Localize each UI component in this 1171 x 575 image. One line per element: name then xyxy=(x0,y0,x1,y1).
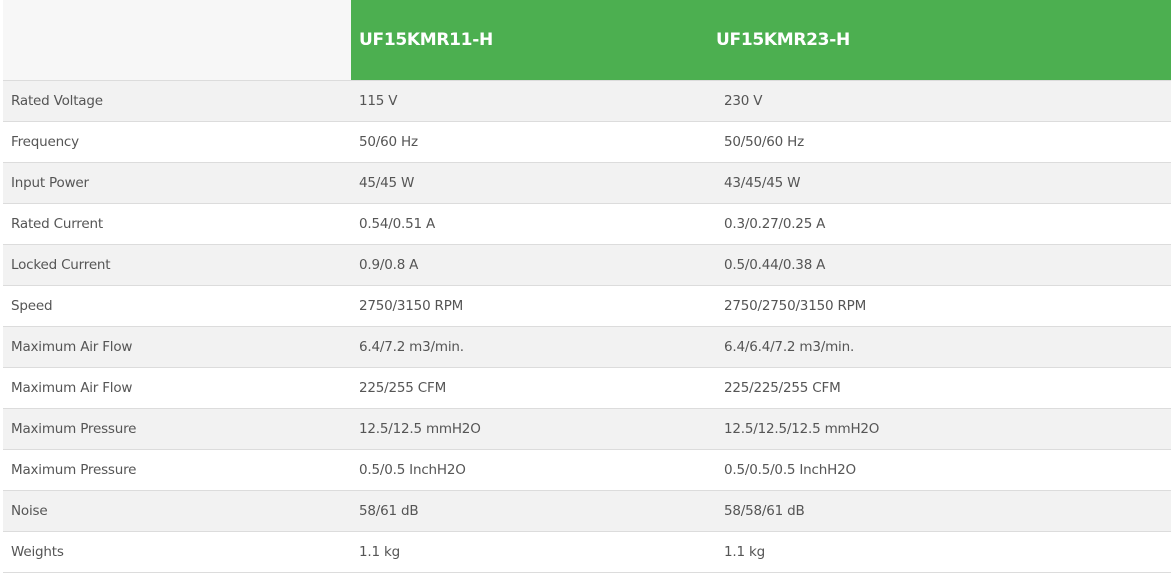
value-model-2: 0.5/0.5/0.5 InchH2O xyxy=(724,462,856,478)
value-model-2: 0.5/0.44/0.38 A xyxy=(724,257,826,273)
value-model-2: 12.5/12.5/12.5 mmH2O xyxy=(724,421,880,437)
value-model-1: 0.5/0.5 InchH2O xyxy=(359,462,466,478)
row-label: Noise xyxy=(11,503,48,519)
row-label: Maximum Pressure xyxy=(11,462,137,478)
row-label: Rated Current xyxy=(11,216,103,232)
value-model-2: 50/50/60 Hz xyxy=(724,134,804,150)
value-model-1: 45/45 W xyxy=(359,175,415,191)
value-model-2: 1.1 kg xyxy=(724,544,765,560)
model-header-1: UF15KMR11-H xyxy=(359,30,493,50)
table-row: Frequency 50/60 Hz 50/50/60 Hz xyxy=(3,122,1171,163)
table-row: Maximum Air Flow 6.4/7.2 m3/min. 6.4/6.4/7… xyxy=(3,327,1171,368)
value-model-1: 6.4/7.2 m3/min. xyxy=(359,339,464,355)
table-row: Speed 2750/3150 RPM 2750/2750/3150 RPM xyxy=(3,286,1171,327)
value-model-2: 225/225/255 CFM xyxy=(724,380,841,396)
row-label: Maximum Air Flow xyxy=(11,339,133,355)
model-header-2: UF15KMR23-H xyxy=(716,30,850,50)
table-row: Noise 58/61 dB 58/58/61 dB xyxy=(3,491,1171,532)
table-row: Maximum Air Flow 225/255 CFM 225/225/255 C… xyxy=(3,368,1171,409)
table-row: Weights 1.1 kg 1.1 kg xyxy=(3,532,1171,573)
value-model-2: 2750/2750/3150 RPM xyxy=(724,298,867,314)
table-row: Rated Current 0.54/0.51 A 0.3/0.27/0.25 A xyxy=(3,204,1171,245)
row-label: Maximum Pressure xyxy=(11,421,137,437)
row-label: Frequency xyxy=(11,134,79,150)
value-model-1: 1.1 kg xyxy=(359,544,400,560)
row-label: Maximum Air Flow xyxy=(11,380,133,396)
value-model-2: 0.3/0.27/0.25 A xyxy=(724,216,826,232)
value-model-1: 0.9/0.8 A xyxy=(359,257,419,273)
table-row: Maximum Pressure 12.5/12.5 mmH2O 12.5/12.5… xyxy=(3,409,1171,450)
table-row: Input Power 45/45 W 43/45/45 W xyxy=(3,163,1171,204)
value-model-1: 115 V xyxy=(359,93,398,109)
value-model-1: 0.54/0.51 A xyxy=(359,216,435,232)
table-row: Rated Voltage 115 V 230 V xyxy=(3,81,1171,122)
value-model-1: 2750/3150 RPM xyxy=(359,298,464,314)
value-model-2: 6.4/6.4/7.2 m3/min. xyxy=(724,339,855,355)
table-header: UF15KMR11-H UF15KMR23-H xyxy=(3,0,1171,81)
row-label: Rated Voltage xyxy=(11,93,103,109)
row-label: Locked Current xyxy=(11,257,111,273)
value-model-2: 230 V xyxy=(724,93,763,109)
value-model-1: 50/60 Hz xyxy=(359,134,418,150)
value-model-2: 43/45/45 W xyxy=(724,175,801,191)
value-model-1: 58/61 dB xyxy=(359,503,419,519)
row-label: Speed xyxy=(11,298,53,314)
spec-table: UF15KMR11-H UF15KMR23-H Rated Voltage 115… xyxy=(3,0,1171,573)
value-model-1: 225/255 CFM xyxy=(359,380,447,396)
table-row: Locked Current 0.9/0.8 A 0.5/0.44/0.38 A xyxy=(3,245,1171,286)
row-label: Weights xyxy=(11,544,64,560)
table-row: Maximum Pressure 0.5/0.5 InchH2O 0.5/0.5/0… xyxy=(3,450,1171,491)
value-model-2: 58/58/61 dB xyxy=(724,503,805,519)
row-label: Input Power xyxy=(11,175,89,191)
table-body: Rated Voltage 115 V 230 V Frequency 50/60 Hz… xyxy=(3,81,1171,573)
value-model-1: 12.5/12.5 mmH2O xyxy=(359,421,481,437)
header-models: UF15KMR11-H UF15KMR23-H xyxy=(351,0,1171,80)
header-blank-cell xyxy=(3,0,351,80)
